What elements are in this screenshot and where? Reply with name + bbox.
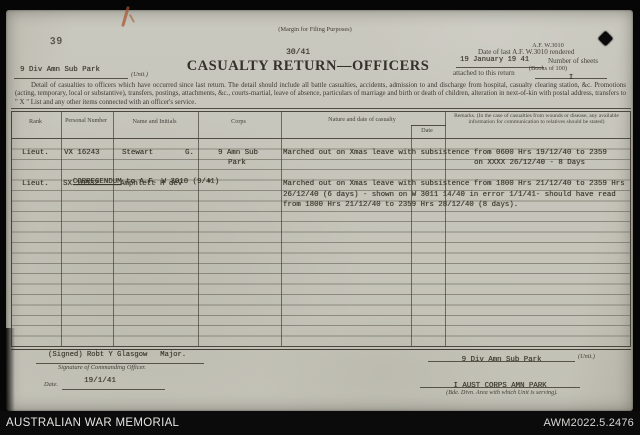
col-divider	[281, 112, 282, 346]
footer-unit-value: 9 Div Amn Sub Park	[461, 356, 542, 364]
entry-corps: Park	[228, 159, 246, 168]
signature-field: (Signed) Robt Y Glasgow Major.	[36, 350, 204, 364]
entry-rank: Lieut.	[22, 149, 49, 157]
col-header-corps: Corps	[231, 118, 246, 125]
col-divider	[198, 112, 199, 346]
col-header-rank: Rank	[28, 118, 43, 125]
sheets-field: I	[535, 66, 607, 82]
col-header-remarks: Remarks. (In the case of casualties from…	[454, 113, 619, 126]
formation-field: I AUST CORPS AMN PARK	[420, 374, 580, 390]
return-serial: 30/41	[286, 48, 311, 57]
entry-casualty-line: from 1800 Hrs 21/12/40 to 2359 Hrs 28/12…	[283, 201, 519, 209]
entry-number: VX 16243	[64, 149, 100, 157]
date-field: 19/1/41	[62, 377, 165, 390]
sheets-label-bottom: attached to this return	[453, 69, 515, 77]
instructions-paragraph: Detail of casualties to officers which h…	[15, 82, 626, 106]
footer-unit-field: 9 Div Amn Sub Park	[428, 348, 575, 364]
entry-rank: Lieut.	[22, 180, 49, 189]
rendered-value: 19 January 19 41	[460, 56, 530, 64]
entry-name: Amphlett	[120, 180, 156, 189]
entry-casualty-line: Marched out on Xmas leave with subsisten…	[283, 180, 625, 189]
entry-initials: H deV	[160, 180, 183, 189]
col-header-nature: Nature and date of casualty	[328, 116, 396, 123]
sheets-label-top: Number of sheets	[548, 57, 599, 65]
entry-corps: 9 Amn Sub	[218, 149, 258, 157]
col-divider-date	[411, 125, 412, 346]
entry-number: SX 10532	[63, 180, 99, 189]
margin-note: (Margin for Filing Purposes)	[278, 26, 352, 33]
corrigendum-rest: to A.F. W 3010 (9/41)	[121, 177, 220, 186]
form-code-sub: (Books of 100)	[528, 64, 568, 72]
formation-value: I AUST CORPS AMN PARK	[453, 382, 547, 390]
archive-item-id: AWM2022.5.2476	[543, 417, 634, 429]
header-divider	[12, 138, 630, 139]
archive-brand: AUSTRALIAN WAR MEMORIAL	[6, 417, 180, 429]
date-label: Date.	[44, 381, 59, 388]
unit-value: 9 Div Amn Sub Park	[20, 66, 100, 74]
table-row-rules	[12, 139, 630, 346]
corrigendum-line: CORREGENDUM to A.F. W 3010 (9/41)	[55, 170, 219, 194]
col-divider	[61, 112, 62, 346]
page-number-stamp: 39	[49, 35, 64, 48]
rendered-label: Date of last A.F. W.3010 rendered	[478, 48, 575, 56]
col-header-date: Date	[421, 127, 433, 134]
form-code-block: A.F. W.3010 (Books of 100)	[529, 27, 567, 88]
archive-caption-bar: AUSTRALIAN WAR MEMORIAL AWM2022.5.2476	[0, 411, 640, 435]
page-title: CASUALTY RETURN—OFFICERS	[186, 58, 430, 74]
entry-casualty-line: 26/12/40 (6 days) - shown on W 3011 14/4…	[283, 190, 616, 199]
col-divider	[113, 112, 114, 346]
corrigendum-word: CORREGENDUM	[72, 177, 122, 186]
torn-edge-shadow	[6, 328, 15, 411]
sheets-value: I	[568, 74, 574, 82]
col-header-personal-number: Personal Number	[65, 118, 107, 124]
date-box-top	[411, 125, 446, 126]
entry-casualty-line: Marched out on Xmas leave with subsisten…	[283, 149, 607, 157]
signature-value: (Signed) Robt Y Glasgow Major.	[48, 351, 187, 359]
entry-casualty-line: on XXXX 26/12/40 - 8 Days	[474, 159, 585, 168]
unit-label: (Unit.)	[131, 71, 148, 78]
signature-caption: Signature of Commanding Officer.	[58, 364, 146, 371]
rendered-field: 19 January 19 41	[456, 55, 544, 68]
unit-field: 9 Div Amn Sub Park	[14, 65, 128, 79]
col-header-name: Name and Initials	[132, 118, 177, 125]
formation-label: (Bde. Divn. Area with which Unit is serv…	[446, 389, 558, 396]
date-value: 19/1/41	[84, 377, 116, 385]
entry-corps-ditto: "	[207, 180, 212, 189]
casualty-table	[11, 108, 631, 350]
footer-unit-label: (Unit.)	[578, 353, 595, 360]
form-code: A.F. W.3010	[532, 42, 564, 50]
col-divider	[445, 112, 446, 346]
entry-name: Stewart	[122, 149, 154, 157]
entry-initials: G.	[185, 149, 194, 157]
